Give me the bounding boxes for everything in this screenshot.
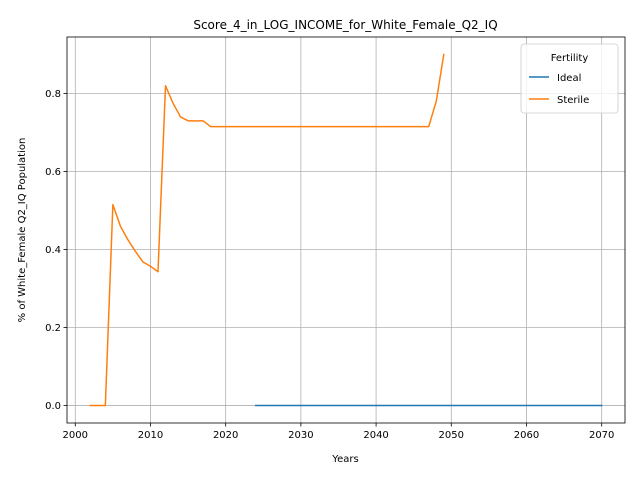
x-tick-label: 2040	[363, 430, 388, 441]
series-layer	[89, 53, 603, 407]
y-axis-label: % of White_Female Q2_IQ Population	[17, 138, 28, 323]
x-tick-label: 2000	[63, 430, 88, 441]
x-tick-label: 2070	[589, 430, 614, 441]
y-tick-label: 0.6	[45, 167, 61, 178]
plot-frame	[66, 36, 626, 424]
x-axis: 2000 2010 2020 2030 2040 2050 2060 2070	[63, 423, 614, 441]
x-tick-label: 2050	[439, 430, 464, 441]
x-tick-label: 2010	[138, 430, 163, 441]
series-line-sterile	[89, 53, 445, 407]
legend-box	[520, 43, 619, 114]
y-tick-label: 0.8	[45, 89, 61, 100]
y-tick-label: 0.2	[45, 323, 61, 334]
legend-title: Fertility	[551, 53, 589, 64]
y-tick-label: 0.0	[45, 401, 61, 412]
x-tick-label: 2020	[213, 430, 238, 441]
x-tick-label: 2060	[514, 430, 539, 441]
y-tick-label: 0.4	[45, 245, 61, 256]
legend-label-ideal: Ideal	[557, 73, 581, 84]
x-tick-label: 2030	[288, 430, 313, 441]
legend-label-sterile: Sterile	[557, 95, 589, 106]
legend: Fertility Ideal Sterile	[520, 43, 619, 114]
x-axis-label: Years	[331, 454, 358, 465]
y-axis: 0.0 0.2 0.4 0.6 0.8	[45, 89, 67, 412]
chart-title: Score_4_in_LOG_INCOME_for_White_Female_Q…	[193, 18, 497, 32]
